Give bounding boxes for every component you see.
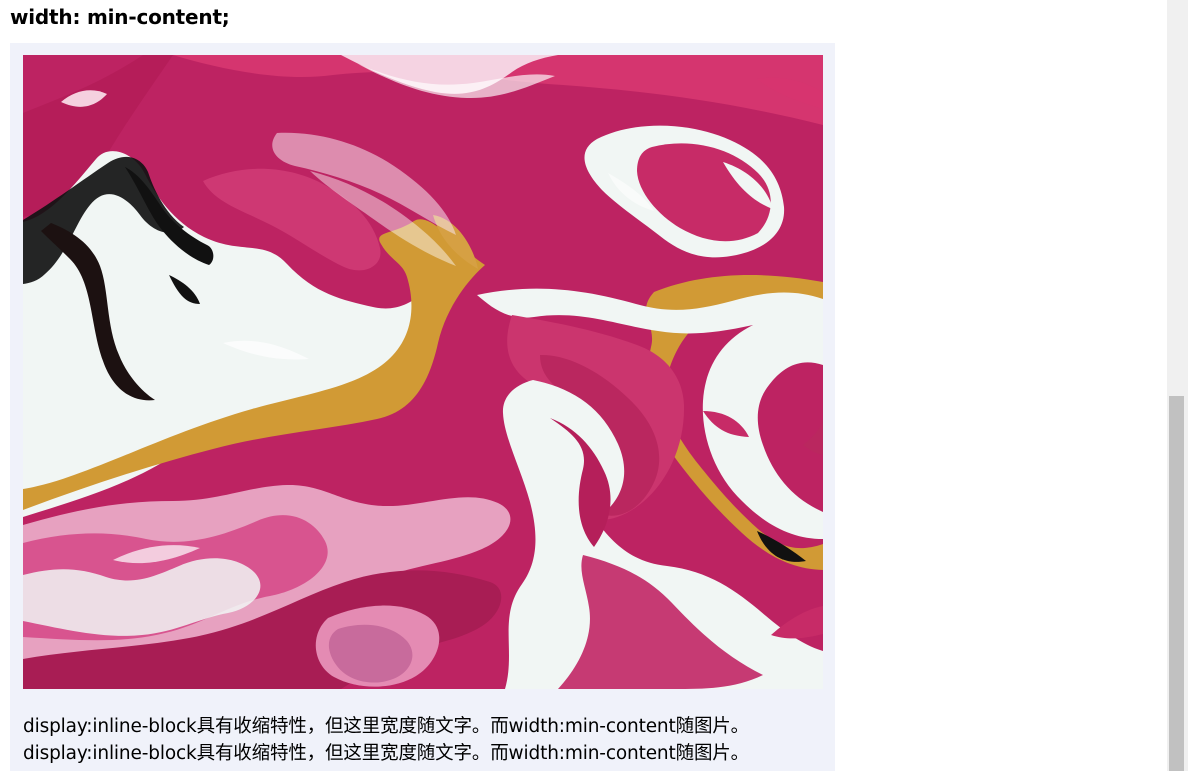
fluid-art-image [23,55,823,689]
caption-line: display:inline-block具有收缩特性，但这里宽度随文字。而wid… [23,716,750,737]
min-content-figure-box: display:inline-block具有收缩特性，但这里宽度随文字。而wid… [10,43,835,771]
caption-line: display:inline-block具有收缩特性，但这里宽度随文字。而wid… [23,743,750,764]
vertical-scrollbar[interactable] [1167,0,1188,771]
caption-text: display:inline-block具有收缩特性，但这里宽度随文字。而wid… [23,713,835,767]
scrollbar-thumb[interactable] [1169,396,1184,771]
section-heading: width: min-content; [10,5,230,29]
